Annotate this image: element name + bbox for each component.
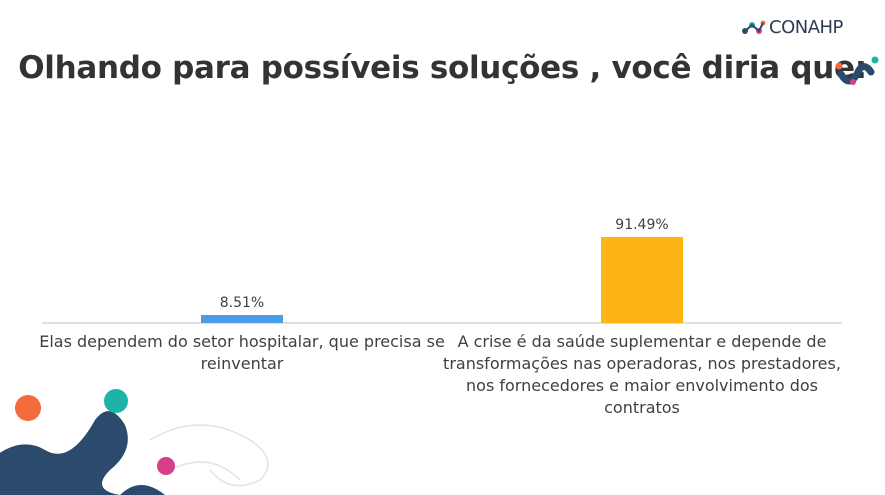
slide-title: Olhando para possíveis soluções , você d…: [18, 50, 867, 86]
molecule-decoration-icon: [835, 56, 879, 85]
logo-text: CONAHP: [769, 16, 843, 38]
category-label-1: Elas dependem do setor hospitalar, que p…: [39, 332, 445, 373]
data-label-2: 91.49%: [615, 217, 668, 233]
conahp-logo: CONAHP: [740, 14, 843, 40]
data-label-1: 8.51%: [220, 295, 264, 311]
network-decoration-icon: [0, 389, 269, 495]
category-label-2: A crise é da saúde suplementar e depende…: [443, 332, 841, 417]
bar-2: [601, 236, 683, 323]
conahp-logo-icon: [742, 20, 766, 34]
bar-1: [201, 315, 283, 323]
